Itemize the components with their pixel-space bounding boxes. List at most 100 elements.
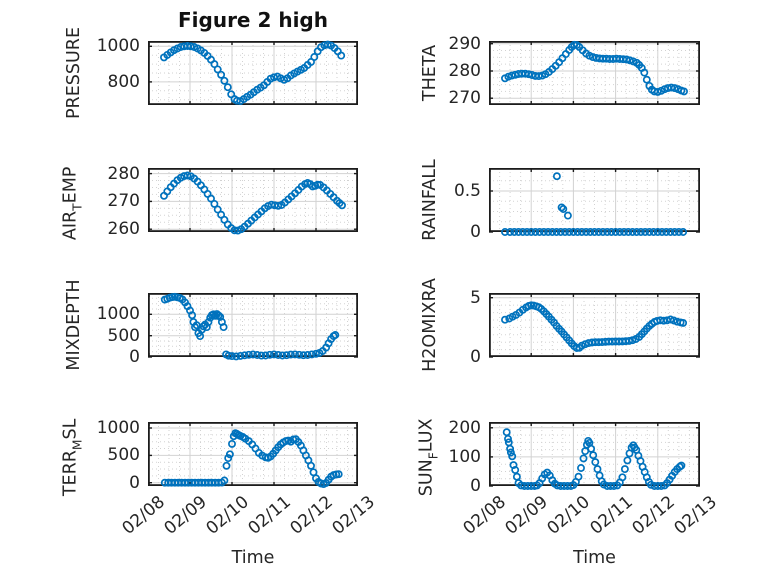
major-grid	[489, 422, 700, 486]
major-grid	[148, 41, 358, 105]
minor-grid	[148, 422, 358, 486]
axis-ticks	[489, 293, 700, 358]
major-grid	[148, 422, 358, 486]
y-axis-label-subscript: T	[70, 203, 85, 211]
y-tick-label: 500	[107, 325, 140, 346]
axes-box	[147, 292, 358, 358]
minor-grid	[489, 41, 700, 105]
axes-box	[488, 421, 700, 487]
minor-grid	[148, 168, 358, 232]
y-axis-label-text: RAINFALL	[420, 159, 440, 241]
y-axis-label-h2omixra: H2OMIXRA	[418, 175, 442, 475]
plot-area-h2omixra	[488, 292, 700, 358]
y-axis-label-text: AIR	[60, 210, 81, 241]
axis-ticks	[489, 41, 700, 105]
plot-area-airtemp	[147, 167, 358, 235]
y-axis-label-text: TERR	[60, 450, 81, 497]
y-axis-label-text: SUN	[416, 459, 437, 497]
y-tick-label: 280	[107, 163, 140, 184]
y-tick-label: 1000	[96, 418, 140, 439]
major-grid	[489, 293, 700, 357]
y-tick-label: 1000	[96, 36, 140, 57]
plot-area-sunflux	[488, 421, 700, 490]
y-tick-label: 0.5	[453, 180, 481, 201]
y-axis-label-airtemp: AIRTEMP	[59, 53, 90, 353]
y-axis-label-text: THETA	[420, 44, 440, 102]
y-tick-label: 290	[448, 33, 481, 54]
y-axis-label-text: H2OMIXRA	[420, 278, 440, 372]
y-tick-label: 270	[107, 191, 140, 212]
axes-box	[147, 421, 358, 487]
axes-box	[488, 292, 700, 358]
y-tick-label: 800	[107, 71, 140, 92]
axes-box	[147, 40, 358, 106]
axis-ticks	[489, 168, 700, 233]
axis-ticks	[148, 41, 358, 105]
data-points-rainfall	[501, 172, 688, 236]
axes-box	[488, 167, 700, 233]
x-axis-title-left: Time	[231, 548, 275, 568]
plot-area-rainfall	[488, 167, 700, 236]
axis-ticks	[148, 293, 358, 358]
plot-area-pressure	[147, 40, 358, 106]
minor-grid	[148, 293, 358, 357]
y-axis-label-terrmsl: TERRMSL	[59, 307, 90, 583]
axes-box	[147, 167, 358, 233]
data-points-mixdepth	[160, 292, 340, 361]
axis-ticks	[148, 168, 358, 232]
minor-grid	[489, 422, 700, 486]
plot-area-theta	[488, 40, 700, 106]
y-tick-label: 200	[448, 417, 481, 438]
data-points-sunflux	[502, 428, 686, 490]
y-axis-label-text: EMP	[60, 166, 81, 204]
y-tick-label: 0	[129, 472, 140, 493]
y-axis-label-mixdepth: MIXDEPTH	[62, 175, 86, 475]
figure-title: Figure 2 high	[178, 8, 328, 32]
y-axis-label-sunflux: SUNFLUX	[415, 307, 446, 583]
y-axis-label-text: LUX	[416, 418, 437, 453]
data-points-pressure	[160, 40, 346, 106]
minor-grid	[489, 293, 700, 357]
y-axis-label-pressure: PRESSURE	[62, 0, 86, 223]
major-grid	[148, 293, 358, 357]
data-points-theta	[501, 40, 688, 96]
y-axis-label-subscript: M	[70, 439, 85, 451]
axis-ticks	[148, 422, 358, 486]
y-axis-label-subscript: F	[426, 452, 441, 460]
y-axis-label-text: SL	[60, 418, 81, 440]
axis-ticks	[489, 422, 700, 487]
y-tick-label: 100	[448, 446, 481, 467]
data-points-airtemp	[160, 171, 346, 235]
y-tick-label: 270	[448, 88, 481, 109]
minor-grid	[148, 41, 358, 105]
major-grid	[489, 168, 700, 232]
x-axis-title-right: Time	[573, 548, 616, 568]
y-tick-label: 500	[107, 445, 140, 466]
plot-area-terrmsl	[147, 421, 358, 489]
plot-area-mixdepth	[147, 292, 358, 361]
major-grid	[148, 168, 358, 232]
y-axis-label-text: MIXDEPTH	[64, 279, 84, 371]
data-points-h2omixra	[501, 301, 688, 352]
y-tick-label: 0	[470, 347, 481, 367]
y-tick-label: 0	[129, 347, 140, 367]
y-tick-label: 0	[470, 476, 481, 496]
y-axis-label-rainfall: RAINFALL	[418, 50, 442, 350]
minor-grid	[489, 168, 700, 232]
axes-box	[488, 40, 700, 106]
major-grid	[489, 41, 700, 105]
y-tick-label: 280	[448, 60, 481, 81]
y-tick-label: 260	[107, 219, 140, 240]
y-tick-label: 0	[470, 222, 481, 242]
y-tick-label: 1000	[96, 304, 140, 325]
y-axis-label-text: PRESSURE	[64, 27, 84, 120]
data-points-terrmsl	[160, 429, 343, 489]
